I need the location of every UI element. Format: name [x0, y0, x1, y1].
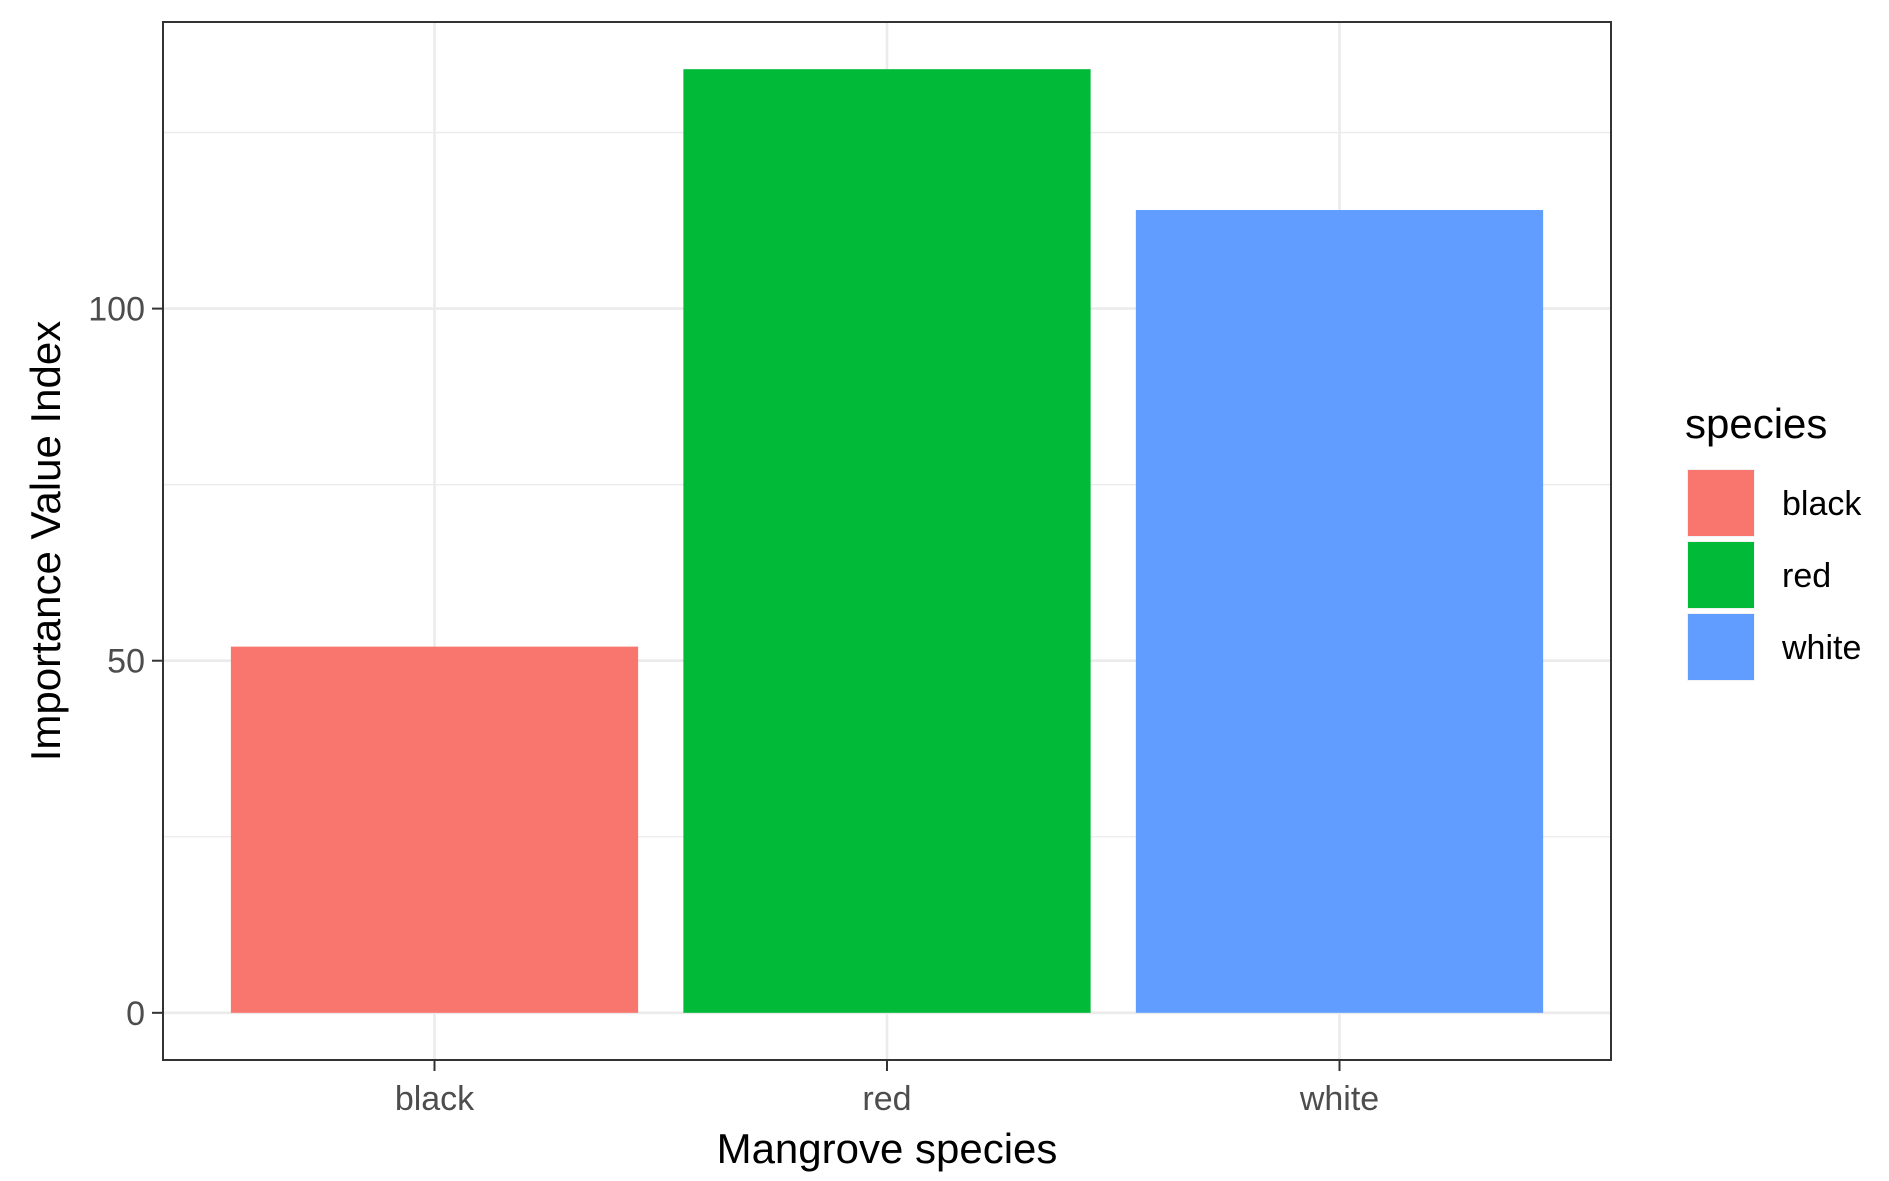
- y-tick-label: 100: [88, 291, 145, 329]
- y-tick-label: 50: [107, 643, 145, 681]
- y-tick-label: 0: [126, 995, 145, 1033]
- x-tick-label: red: [862, 1080, 911, 1118]
- legend: species black red white: [1685, 400, 1862, 681]
- bar-red: [683, 69, 1091, 1013]
- bars: [230, 69, 1544, 1013]
- legend-swatch-red: [1688, 542, 1754, 608]
- legend-title: species: [1685, 400, 1827, 447]
- x-tick-label: black: [395, 1080, 475, 1118]
- x-tick-label: white: [1299, 1080, 1379, 1118]
- x-axis-title: Mangrove species: [717, 1125, 1058, 1172]
- x-axis: black red white: [395, 1060, 1379, 1118]
- bar-black: [230, 646, 639, 1013]
- y-axis-title: Importance Value Index: [22, 321, 69, 762]
- bar-white: [1135, 210, 1544, 1013]
- legend-label-red: red: [1782, 557, 1831, 595]
- legend-label-white: white: [1781, 629, 1861, 667]
- legend-swatch-black: [1688, 470, 1754, 536]
- legend-swatch-white: [1688, 614, 1754, 680]
- legend-label-black: black: [1782, 485, 1862, 523]
- y-axis: 0 50 100: [88, 291, 163, 1033]
